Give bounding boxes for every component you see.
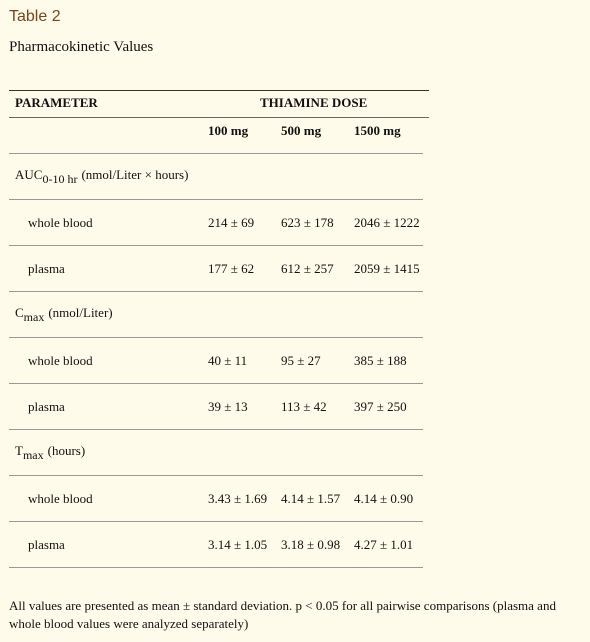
table-title: Pharmacokinetic Values bbox=[9, 39, 154, 55]
section-label-main: T bbox=[15, 443, 23, 458]
rule bbox=[9, 199, 423, 200]
column-header: PARAMETER bbox=[15, 95, 98, 110]
dose-header: 500 mg bbox=[281, 123, 322, 138]
cell: 4.14 ± 1.57 bbox=[281, 491, 341, 506]
cell: 214 ± 69 bbox=[208, 215, 255, 230]
row-label: whole blood bbox=[28, 491, 93, 506]
cell: 177 ± 62 bbox=[208, 261, 255, 276]
section-label: Cmax (nmol/Liter) bbox=[15, 305, 113, 325]
section-label: AUC0-10 hr (nmol/Liter × hours) bbox=[15, 167, 188, 187]
cell: 95 ± 27 bbox=[281, 353, 321, 368]
rule bbox=[9, 429, 423, 430]
cell: 3.14 ± 1.05 bbox=[208, 537, 268, 552]
cell: 612 ± 257 bbox=[281, 261, 334, 276]
section-label-unit: (nmol/Liter × hours) bbox=[81, 167, 189, 182]
section-label-sub: 0-10 hr bbox=[42, 172, 78, 186]
section-label-unit: (nmol/Liter) bbox=[48, 305, 113, 320]
rule bbox=[9, 383, 423, 384]
section-label-unit: (hours) bbox=[47, 443, 86, 458]
row-label: plasma bbox=[28, 261, 65, 276]
cell: 2046 ± 1222 bbox=[354, 215, 420, 230]
cell: 4.14 ± 0.90 bbox=[354, 491, 414, 506]
cell: 40 ± 11 bbox=[208, 353, 248, 368]
dose-header: 100 mg bbox=[208, 123, 249, 138]
row-label: whole blood bbox=[28, 215, 93, 230]
rule bbox=[9, 521, 423, 522]
rule bbox=[9, 291, 423, 292]
rule bbox=[9, 337, 423, 338]
cell: 39 ± 13 bbox=[208, 399, 248, 414]
cell: 397 ± 250 bbox=[354, 399, 407, 414]
section-label-main: AUC bbox=[15, 167, 43, 182]
section-label-main: C bbox=[15, 305, 24, 320]
cell: 113 ± 42 bbox=[281, 399, 327, 414]
dose-header: 1500 mg bbox=[354, 123, 401, 138]
cell: 3.43 ± 1.69 bbox=[208, 491, 268, 506]
row-label: plasma bbox=[28, 399, 65, 414]
rule bbox=[9, 245, 423, 246]
section-label-sub: max bbox=[23, 310, 45, 324]
cell: 2059 ± 1415 bbox=[354, 261, 420, 276]
section-label: Tmax (hours) bbox=[15, 443, 85, 463]
rule bbox=[9, 90, 429, 91]
group-header: THIAMINE DOSE bbox=[260, 95, 368, 110]
section-label-sub: max bbox=[22, 448, 44, 462]
cell: 4.27 ± 1.01 bbox=[354, 537, 414, 552]
cell: 623 ± 178 bbox=[281, 215, 334, 230]
cell: 3.18 ± 0.98 bbox=[281, 537, 341, 552]
rule bbox=[9, 475, 423, 476]
row-label: whole blood bbox=[28, 353, 93, 368]
cell: 385 ± 188 bbox=[354, 353, 407, 368]
row-label: plasma bbox=[28, 537, 65, 552]
rule bbox=[9, 567, 423, 568]
footnote: All values are presented as mean ± stand… bbox=[9, 598, 556, 631]
rule bbox=[9, 153, 423, 154]
rule bbox=[9, 117, 429, 118]
table-label: Table 2 bbox=[9, 8, 61, 25]
